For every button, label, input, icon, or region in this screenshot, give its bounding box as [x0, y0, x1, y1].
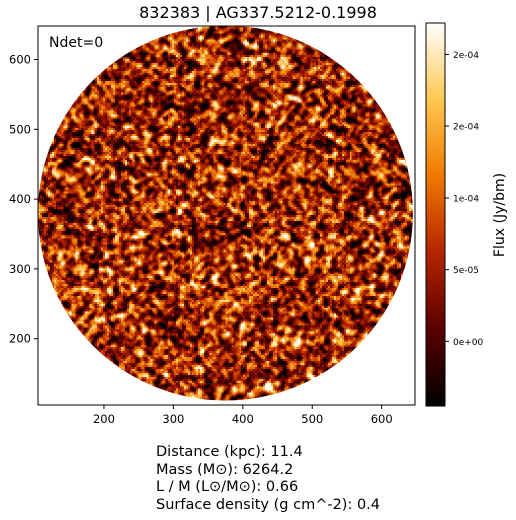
x-tick-label: 300: [162, 412, 184, 426]
emission-map-image: [38, 25, 413, 401]
x-tick-label: 400: [232, 412, 254, 426]
colorbar-tick-label: 1e-04: [453, 195, 479, 205]
colorbar-tick-label: 2e-04: [453, 123, 479, 133]
distance-text: Distance (kpc): 11.4: [156, 444, 303, 460]
colorbar: [425, 22, 446, 407]
x-tick-label: 600: [371, 412, 393, 426]
surface-density-text: Surface density (g cm^-2): 0.4: [156, 496, 381, 513]
chart-area: 200 300 400 500 600 200 300 400 500 600 Ndet=0 0…: [9, 22, 508, 426]
y-axis: 200 300 400 500 600: [9, 53, 38, 346]
stats-panel: Distance (kpc): 11.4 Mass (M⊙): 6264.2 L…: [156, 444, 380, 514]
lm-ratio-text: L / M (L⊙/M⊙): 0.66: [156, 479, 299, 496]
ndet-annotation: Ndet=0: [49, 35, 103, 51]
plot-frame: [37, 25, 416, 406]
mass-text: Mass (M⊙): 6264.2: [156, 461, 294, 478]
y-tick-label: 200: [9, 332, 31, 346]
colorbar-tick-label: 2e-04: [453, 51, 479, 61]
y-tick-label: 300: [9, 262, 31, 276]
y-tick-label: 500: [9, 122, 31, 136]
chart-title: 832383 | AG337.5212-0.1998: [139, 3, 377, 22]
colorbar-tick-label: 0e+00: [453, 338, 484, 348]
x-axis: 200 300 400 500 600: [93, 405, 393, 426]
x-tick-label: 200: [93, 412, 115, 426]
colorbar-ticks: 0e+00 5e-05 1e-04 2e-04 2e-04: [445, 51, 484, 348]
colorbar-label: Flux (Jy/bm): [492, 173, 508, 257]
y-tick-label: 400: [9, 192, 31, 206]
emission-map: [38, 25, 413, 401]
colorbar-tick-label: 5e-05: [453, 266, 479, 276]
y-tick-label: 600: [9, 53, 31, 67]
x-tick-label: 500: [301, 412, 323, 426]
